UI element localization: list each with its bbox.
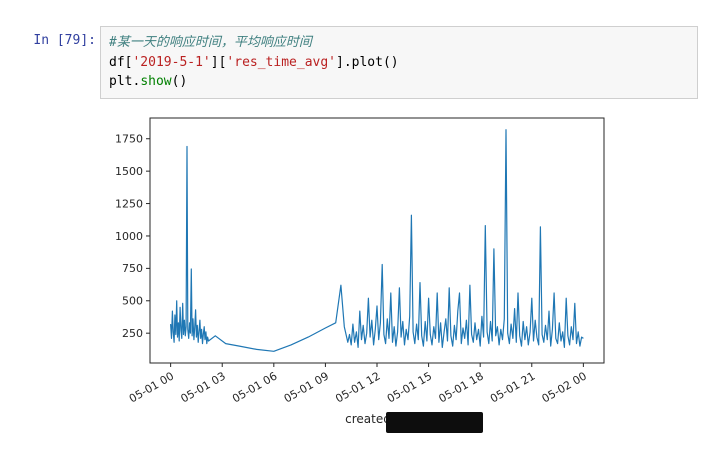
y-tick-label: 1750 bbox=[115, 133, 143, 146]
y-tick-label: 1250 bbox=[115, 197, 143, 210]
y-tick-label: 1500 bbox=[115, 165, 143, 178]
x-tick-label: 05-02 00 bbox=[540, 369, 589, 405]
y-tick-label: 750 bbox=[122, 262, 143, 275]
y-tick-label: 1000 bbox=[115, 230, 143, 243]
y-tick-label: 250 bbox=[122, 327, 143, 340]
code-token: () bbox=[171, 74, 188, 89]
y-tick-label: 500 bbox=[122, 295, 143, 308]
code-token: ].plot() bbox=[336, 54, 399, 70]
watermark-overlay bbox=[386, 412, 483, 433]
matplotlib-figure: 250 500 750 1000 1250 1500 1750 05-01 00 05-01 0… bbox=[88, 108, 618, 446]
x-tick-label: 05-01 06 bbox=[230, 369, 279, 405]
x-tick-label: 05-01 18 bbox=[436, 369, 485, 405]
code-token: df[ bbox=[109, 54, 133, 70]
code-line-comment: #某一天的响应时间，平均响应时间 bbox=[109, 33, 689, 53]
x-tick-label: 05-01 09 bbox=[282, 369, 331, 405]
code-token: ][ bbox=[210, 54, 227, 70]
code-comment: #某一天的响应时间，平均响应时间 bbox=[109, 35, 312, 50]
code-token-show: show bbox=[140, 74, 172, 89]
code-line-show: plt.show() bbox=[109, 72, 689, 92]
x-tick-label: 05-01 15 bbox=[385, 369, 434, 405]
x-tick-label: 05-01 00 bbox=[127, 369, 176, 405]
code-string-date: '2019-5-1' bbox=[132, 54, 211, 70]
input-prompt: In [79]: bbox=[33, 33, 96, 48]
code-string-column: 'res_time_avg' bbox=[226, 54, 336, 70]
code-token: plt. bbox=[109, 74, 141, 89]
code-line-plot: df['2019-5-1']['res_time_avg'].plot() bbox=[109, 53, 689, 73]
x-tick-label: 05-01 12 bbox=[333, 369, 382, 405]
x-tick-label: 05-01 03 bbox=[179, 369, 228, 405]
x-tick-label: 05-01 21 bbox=[488, 369, 537, 405]
code-cell[interactable]: #某一天的响应时间，平均响应时间 df['2019-5-1']['res_tim… bbox=[100, 26, 698, 99]
line-series bbox=[170, 129, 584, 352]
